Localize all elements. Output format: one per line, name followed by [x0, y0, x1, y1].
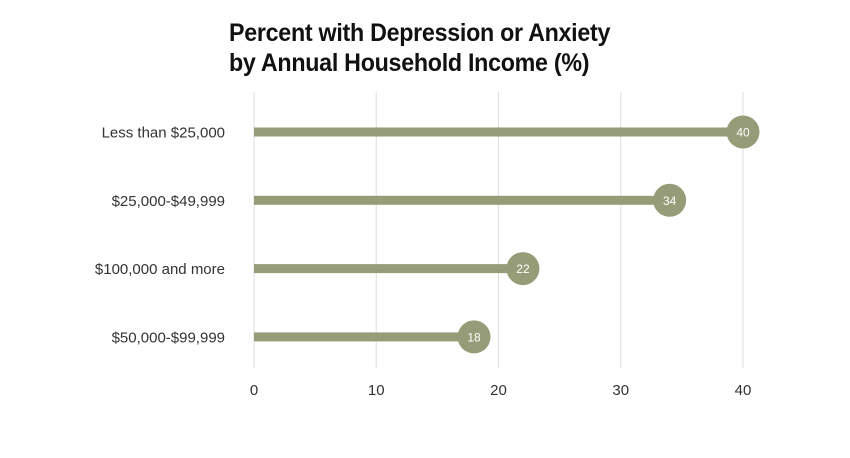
bar-1	[254, 195, 670, 205]
category-labels: Less than $25,000 $25,000-$49,999 $100,000…	[95, 125, 225, 347]
x-tick-label-40: 40	[735, 382, 752, 399]
dot-2	[506, 252, 540, 286]
value-label-3: 18	[467, 330, 481, 344]
value-label-2: 22	[516, 262, 530, 276]
category-label-3: $50,000-$99,999	[112, 329, 225, 346]
dot-3	[457, 320, 491, 354]
bar-2	[254, 264, 523, 274]
dot-1	[653, 183, 687, 217]
category-label-2: $100,000 and more	[95, 261, 225, 278]
category-label-1: $25,000-$49,999	[112, 193, 225, 210]
dot-0	[726, 115, 760, 149]
category-label-0: Less than $25,000	[102, 125, 225, 142]
value-label-1: 34	[663, 194, 677, 208]
bars: 40 34 22 18	[254, 115, 760, 354]
x-tick-label-20: 20	[490, 382, 507, 399]
value-label-0: 40	[736, 126, 750, 140]
x-tick-label-10: 10	[368, 382, 385, 399]
chart-title: Percent with Depression or Anxiety by An…	[229, 18, 610, 78]
x-axis-ticks: 0 10 20 30 40	[250, 382, 752, 399]
x-tick-label-30: 30	[612, 382, 629, 399]
bar-0	[254, 127, 743, 137]
bar-3	[254, 332, 475, 342]
x-tick-label-0: 0	[250, 382, 258, 399]
chart-title-line-2: by Annual Household Income (%)	[229, 49, 590, 77]
chart-title-line-1: Percent with Depression or Anxiety	[229, 19, 611, 47]
